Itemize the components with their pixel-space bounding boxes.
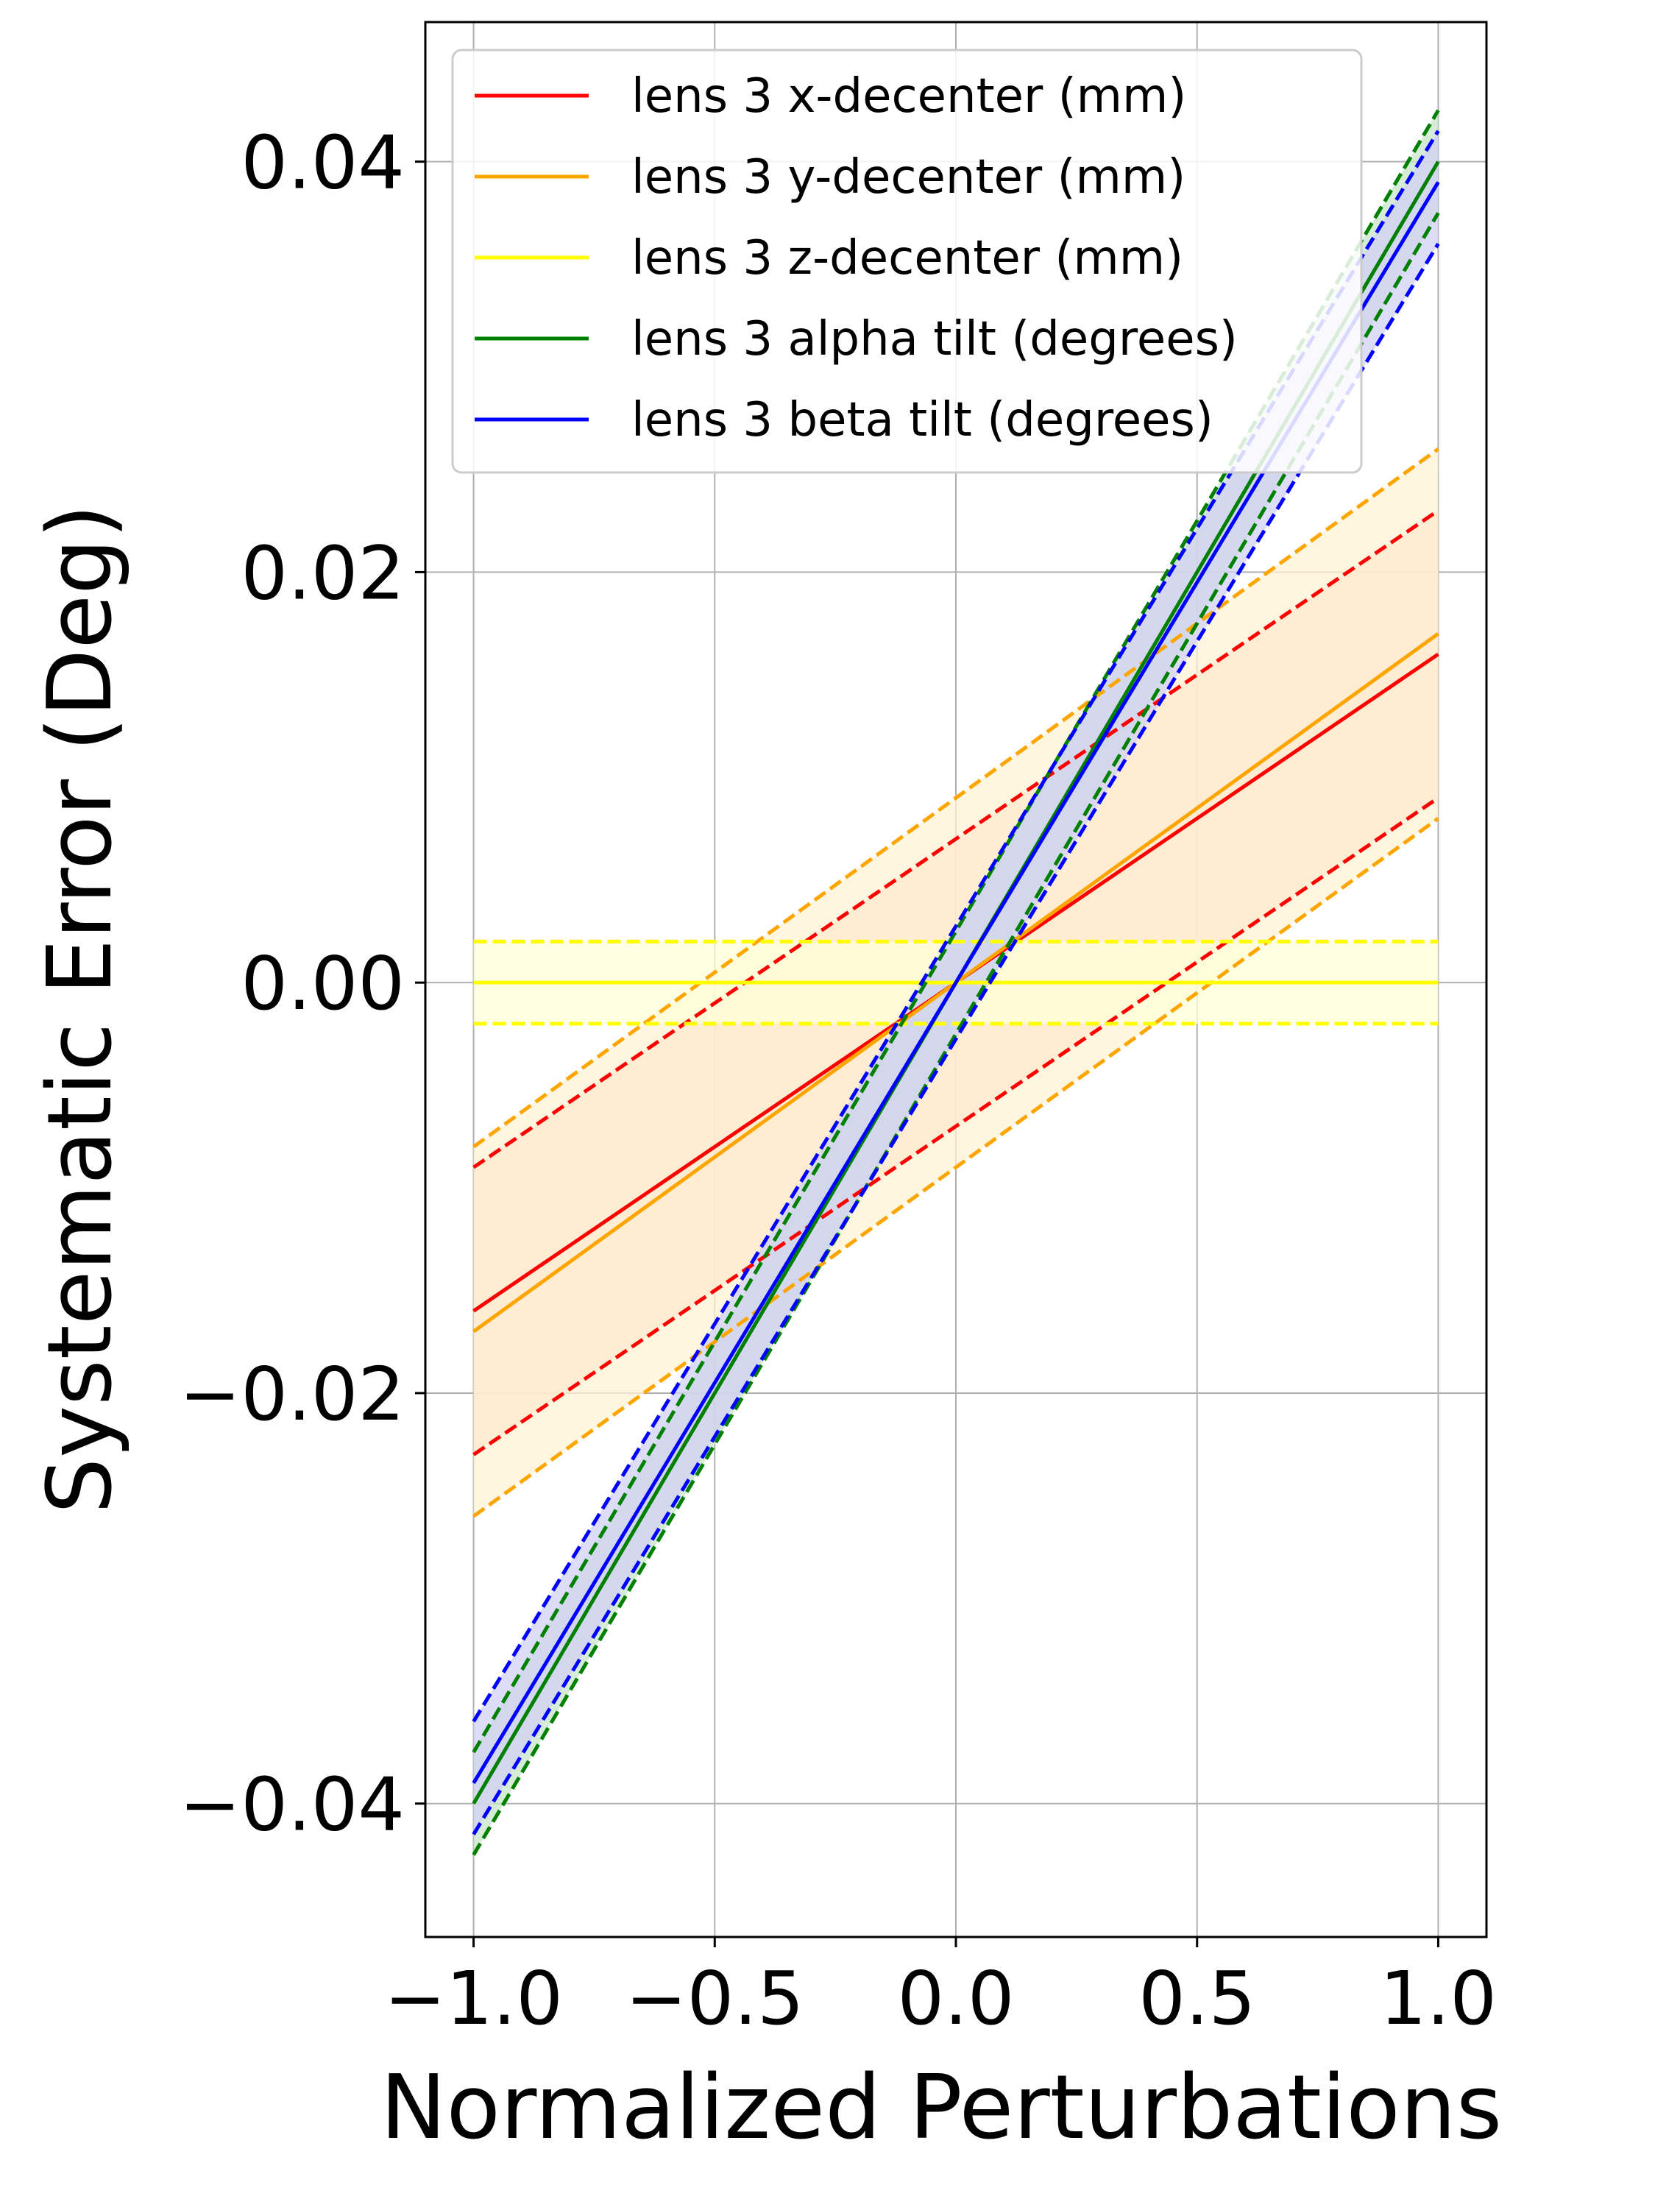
x-axis-label: Normalized Perturbations xyxy=(380,2057,1502,2159)
legend: lens 3 x-decenter (mm) lens 3 y-decenter … xyxy=(451,49,1363,474)
y-tick-label: −0.04 xyxy=(180,1762,405,1848)
axis-ticks: −1.0 −0.5 0.0 0.5 1.0 −0.04 −0.02 0.00 0.02 0.04 xyxy=(180,120,1497,2041)
x-tick-label: 0.0 xyxy=(897,1955,1014,2041)
series-0-upper-bound xyxy=(472,509,1439,1169)
x-tick-label: 0.5 xyxy=(1138,1955,1255,2041)
legend-label-3: lens 3 alpha tilt (degrees) xyxy=(631,312,1238,366)
x-tick-label: −0.5 xyxy=(625,1955,804,2041)
y-axis-label: Systematic Error (Deg) xyxy=(29,504,132,1514)
series-0-lower-bound xyxy=(472,796,1439,1456)
y-tick-label: 0.00 xyxy=(241,941,405,1027)
y-tick-label: 0.02 xyxy=(241,530,405,616)
series-3-lower-bound xyxy=(472,212,1440,1856)
legend-label-1: lens 3 y-decenter (mm) xyxy=(631,150,1185,205)
y-tick-label: 0.04 xyxy=(241,120,405,206)
y-tick-label: −0.02 xyxy=(180,1351,405,1437)
series-1-lower-bound xyxy=(472,817,1439,1518)
legend-label-2: lens 3 z-decenter (mm) xyxy=(631,231,1183,286)
x-tick-label: −1.0 xyxy=(384,1955,563,2041)
series-4-lower-bound xyxy=(472,242,1440,1835)
legend-box xyxy=(451,49,1363,474)
x-tick-label: 1.0 xyxy=(1380,1955,1497,2041)
legend-label-0: lens 3 x-decenter (mm) xyxy=(631,69,1186,124)
series-1-upper-bound xyxy=(472,447,1439,1149)
legend-label-4: lens 3 beta tilt (degrees) xyxy=(631,393,1213,447)
series-3-upper-bound xyxy=(472,109,1440,1754)
